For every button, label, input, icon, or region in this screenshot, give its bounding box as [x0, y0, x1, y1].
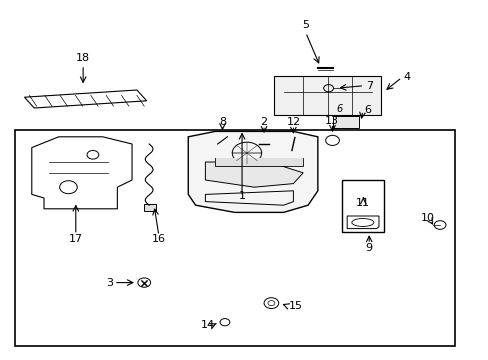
Text: 14: 14	[201, 320, 215, 330]
Text: 7: 7	[365, 81, 372, 91]
Text: 4: 4	[403, 72, 410, 82]
Text: 11: 11	[356, 198, 369, 208]
Bar	[342, 180, 383, 232]
Text: 3: 3	[106, 278, 113, 288]
Bar	[273, 76, 381, 115]
Text: 9: 9	[365, 243, 372, 253]
Text: 15: 15	[288, 301, 302, 311]
Text: 6: 6	[336, 104, 342, 114]
Text: 5: 5	[302, 20, 308, 30]
Bar	[144, 204, 156, 211]
Text: 16: 16	[152, 234, 165, 244]
Text: 12: 12	[286, 117, 300, 127]
Polygon shape	[188, 131, 317, 212]
Polygon shape	[205, 162, 303, 187]
Bar	[15, 130, 454, 346]
Polygon shape	[215, 158, 303, 166]
Text: 13: 13	[324, 116, 338, 126]
Text: 17: 17	[69, 234, 82, 244]
Text: 18: 18	[76, 53, 90, 63]
Bar	[332, 116, 359, 128]
Text: 6: 6	[364, 105, 370, 115]
Text: 1: 1	[238, 191, 245, 201]
Text: 10: 10	[420, 213, 434, 223]
Text: 8: 8	[219, 117, 225, 127]
Text: 2: 2	[260, 117, 267, 127]
